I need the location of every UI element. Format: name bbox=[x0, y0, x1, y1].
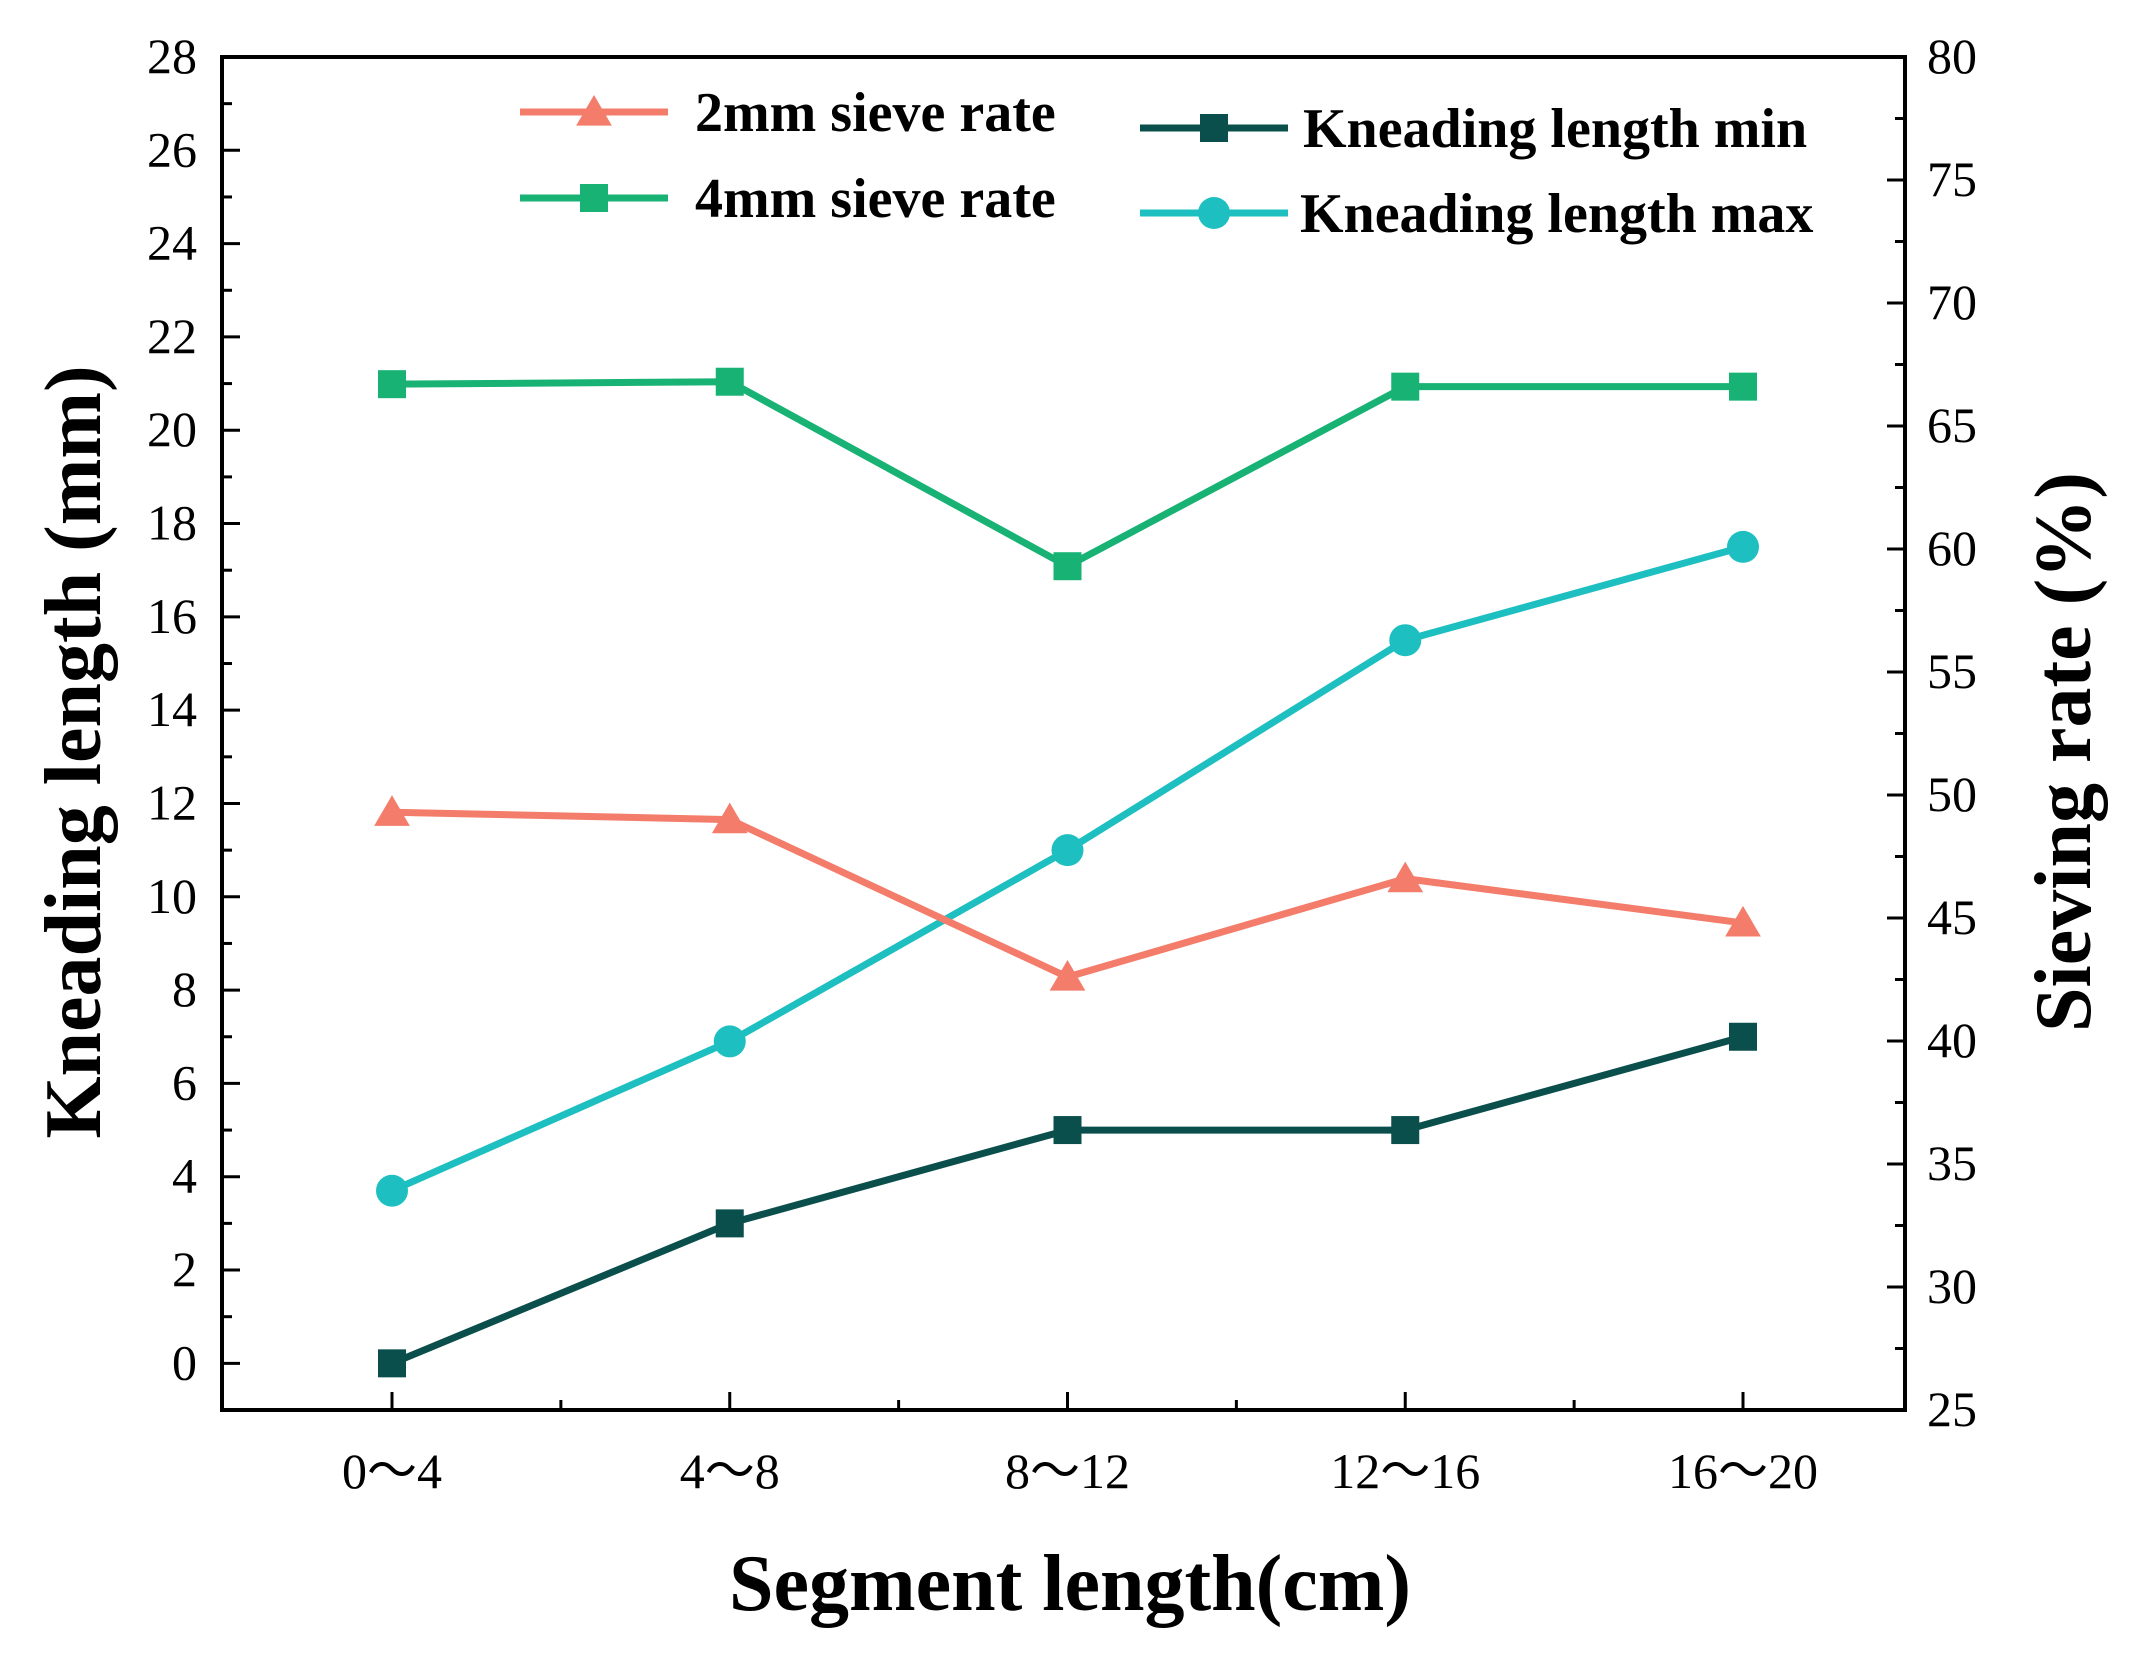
data-point bbox=[1391, 372, 1420, 401]
y2-tick-label: 60 bbox=[1927, 520, 1977, 576]
data-point bbox=[1729, 1022, 1757, 1051]
legend-entry-kneading-length-max: Kneading length max bbox=[1140, 183, 1813, 245]
data-point bbox=[1053, 1116, 1082, 1145]
data-point bbox=[1391, 1116, 1420, 1145]
series-layer bbox=[374, 367, 1761, 1378]
legend-marker bbox=[576, 95, 612, 126]
series-line bbox=[391, 378, 1743, 570]
data-point bbox=[378, 370, 406, 399]
series-kneading-length-max bbox=[376, 530, 1759, 1207]
y-tick-label: 28 bbox=[147, 28, 197, 84]
data-point bbox=[713, 1025, 746, 1058]
x-tick-label: 16～20 bbox=[1668, 1443, 1818, 1499]
y2-tick-label: 70 bbox=[1927, 274, 1977, 330]
data-point bbox=[1727, 530, 1759, 563]
data-point bbox=[711, 802, 748, 834]
y-tick-label: 4 bbox=[172, 1148, 197, 1204]
y2-tick-label: 35 bbox=[1927, 1135, 1977, 1191]
ticks-layer: 0246810121416182022242628253035404550556… bbox=[147, 28, 1977, 1499]
series-kneading-length-min bbox=[378, 1022, 1757, 1378]
y-tick-label: 10 bbox=[147, 868, 197, 924]
y2-tick-label: 50 bbox=[1927, 766, 1977, 822]
y-tick-label: 20 bbox=[147, 401, 197, 457]
legend-entry-4mm-sieve-rate: 4mm sieve rate bbox=[520, 168, 1056, 230]
y2-axis-title: Sieving rate (%) bbox=[2020, 472, 2108, 1032]
series-4mm-sieve-rate bbox=[378, 367, 1757, 581]
y2-tick-label: 55 bbox=[1927, 643, 1977, 699]
data-point bbox=[1049, 960, 1086, 991]
legend-label: Kneading length min bbox=[1303, 98, 1807, 160]
data-point bbox=[1051, 834, 1084, 867]
data-point bbox=[1389, 624, 1422, 657]
legend-label: 4mm sieve rate bbox=[695, 168, 1056, 230]
y-tick-label: 18 bbox=[147, 495, 197, 551]
x-tick-label: 0～4 bbox=[342, 1443, 442, 1499]
y2-tick-label: 25 bbox=[1927, 1381, 1977, 1437]
legend-entry-2mm-sieve-rate: 2mm sieve rate bbox=[520, 82, 1056, 144]
series-2mm-sieve-rate bbox=[374, 795, 1761, 991]
legend-entry-kneading-length-min: Kneading length min bbox=[1140, 98, 1807, 160]
y-tick-label: 0 bbox=[172, 1334, 197, 1390]
data-point bbox=[1725, 905, 1761, 937]
y2-tick-label: 40 bbox=[1927, 1012, 1977, 1068]
y-tick-label: 6 bbox=[172, 1054, 197, 1110]
y-tick-label: 2 bbox=[172, 1241, 197, 1297]
x-tick-label: 8～12 bbox=[1005, 1443, 1130, 1499]
y-tick-label: 22 bbox=[147, 308, 197, 364]
legend-label: 2mm sieve rate bbox=[695, 82, 1056, 144]
y2-tick-label: 80 bbox=[1927, 28, 1977, 84]
x-tick-label: 12～16 bbox=[1330, 1443, 1480, 1499]
y-axis-title: Kneading length (mm) bbox=[30, 365, 118, 1138]
data-point bbox=[376, 1174, 408, 1207]
y-tick-label: 26 bbox=[147, 121, 197, 177]
data-point bbox=[1387, 861, 1424, 893]
y2-tick-label: 65 bbox=[1927, 397, 1977, 453]
data-point bbox=[715, 367, 744, 396]
legend-marker bbox=[1198, 197, 1230, 229]
data-point bbox=[378, 1349, 406, 1378]
plot-frame-layer bbox=[220, 55, 1907, 1412]
y2-tick-label: 30 bbox=[1927, 1258, 1977, 1314]
y-tick-label: 14 bbox=[147, 681, 197, 737]
legend-marker bbox=[580, 184, 608, 212]
y2-tick-label: 45 bbox=[1927, 889, 1977, 945]
legend-label: Kneading length max bbox=[1300, 183, 1813, 245]
y-tick-label: 8 bbox=[172, 961, 197, 1017]
data-point bbox=[715, 1209, 744, 1238]
plot-frame bbox=[220, 55, 1907, 1412]
x-axis-title: Segment length(cm) bbox=[729, 1540, 1411, 1628]
series-line bbox=[390, 1033, 1744, 1367]
legend: 2mm sieve rate 4mm sieve rate Kneading len… bbox=[520, 82, 1813, 245]
y2-tick-label: 75 bbox=[1927, 151, 1977, 207]
y-tick-label: 16 bbox=[147, 588, 197, 644]
x-tick-label: 4～8 bbox=[680, 1443, 780, 1499]
data-point bbox=[374, 795, 410, 826]
y-tick-label: 24 bbox=[147, 215, 197, 271]
y-tick-label: 12 bbox=[147, 774, 197, 830]
data-point bbox=[1729, 372, 1757, 401]
data-point bbox=[1053, 552, 1082, 581]
legend-marker bbox=[1200, 114, 1228, 142]
